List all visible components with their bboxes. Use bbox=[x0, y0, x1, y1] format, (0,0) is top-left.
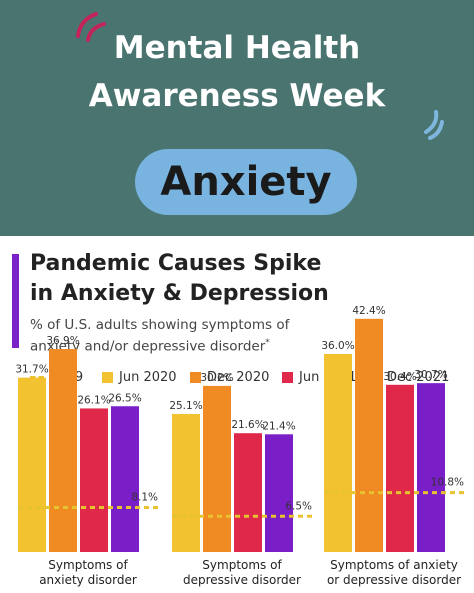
value-label-jun-2020-group-2: 25.1% bbox=[169, 400, 202, 412]
category-label-group-2-line-2: depressive disorder bbox=[183, 573, 301, 587]
bar-dec-2021-group-2 bbox=[265, 434, 293, 552]
bar-jun-2020-group-1 bbox=[18, 377, 46, 552]
header-banner: Mental Health Awareness Week Anxiety bbox=[0, 0, 474, 236]
value-label-jun-2020-group-3: 36.0% bbox=[321, 340, 354, 352]
title-accent-bar bbox=[12, 254, 19, 348]
legend-label-dec-2020: Dec 2020 bbox=[207, 369, 270, 385]
swoosh-marks-icon bbox=[424, 110, 444, 140]
value-label-dec-2021-group-2: 21.4% bbox=[262, 420, 295, 432]
category-label-group-1-line-2: anxiety disorder bbox=[39, 573, 137, 587]
value-label-jun-2021-group-1: 26.1% bbox=[77, 394, 110, 406]
value-label-dec-2020-group-2: 30.2% bbox=[200, 372, 233, 384]
baseline-label-group-1: 8.1% bbox=[131, 491, 158, 503]
value-label-jun-2021-group-2: 21.6% bbox=[231, 419, 264, 431]
legend-dash-2019 bbox=[30, 375, 44, 379]
chart-subtitle-line2: anxiety and/or depressive disorder* bbox=[30, 334, 270, 356]
category-label-group-3-line-1: Symptoms of anxiety bbox=[330, 558, 458, 572]
chart-title-line2: in Anxiety & Depression bbox=[30, 281, 329, 306]
legend-item-dec-2020: Dec 2020 bbox=[190, 367, 269, 387]
bar-jun-2020-group-2 bbox=[172, 413, 200, 552]
footnote-marker: * bbox=[265, 338, 270, 348]
value-label-jun-2021-group-3: 30.4% bbox=[383, 371, 416, 383]
bar-jun-2021-group-3 bbox=[386, 384, 414, 552]
legend-label-jun-2020: Jun 2020 bbox=[119, 369, 177, 385]
category-label-group-2-line-1: Symptoms of bbox=[202, 558, 282, 572]
bar-dec-2021-group-3 bbox=[417, 383, 445, 552]
curve-marks-icon bbox=[76, 12, 106, 42]
bar-jun-2021-group-2 bbox=[234, 433, 262, 552]
bar-dec-2020-group-3 bbox=[355, 318, 383, 552]
bar-dec-2021-group-1 bbox=[111, 406, 139, 552]
bar-chart: 31.7%36.9%26.1%26.5%8.1%Symptoms ofanxie… bbox=[15, 305, 464, 587]
value-label-jun-2020-group-1: 31.7% bbox=[15, 364, 48, 376]
bar-dec-2020-group-2 bbox=[203, 385, 231, 552]
value-label-dec-2020-group-1: 36.9% bbox=[46, 335, 79, 347]
baseline-label-group-3: 10.8% bbox=[431, 477, 464, 489]
category-label-group-3-line-2: or depressive disorder bbox=[327, 573, 461, 587]
legend-item-jun-2020: Jun 2020 bbox=[102, 367, 177, 387]
chart-title-line1: Pandemic Causes Spike bbox=[30, 251, 322, 276]
banner-title-line1: Mental Health bbox=[113, 30, 361, 66]
baseline-label-group-2: 6.5% bbox=[285, 500, 312, 512]
topic-label: Anxiety bbox=[160, 159, 332, 205]
bar-dec-2020-group-1 bbox=[49, 349, 77, 552]
chart-subtitle-line1: % of U.S. adults showing symptoms of bbox=[30, 317, 290, 333]
value-label-dec-2021-group-1: 26.5% bbox=[108, 392, 141, 404]
bar-jun-2020-group-3 bbox=[324, 354, 352, 552]
legend-swatch-dec-2020 bbox=[190, 371, 201, 383]
value-label-dec-2020-group-3: 42.4% bbox=[352, 305, 385, 317]
legend-swatch-jun-2021 bbox=[282, 371, 293, 383]
bar-jun-2021-group-1 bbox=[80, 408, 108, 552]
category-label-group-1-line-1: Symptoms of bbox=[48, 558, 128, 572]
chart-section: Pandemic Causes Spike in Anxiety & Depre… bbox=[0, 236, 474, 593]
banner-title-line2: Awareness Week bbox=[88, 78, 386, 114]
legend-swatch-jun-2020 bbox=[102, 371, 113, 383]
legend-label-dec-2021: Dec 2021 bbox=[387, 369, 450, 385]
topic-pill: Anxiety bbox=[135, 149, 357, 215]
chart-subtitle-text: anxiety and/or depressive disorder bbox=[30, 338, 266, 355]
value-label-dec-2021-group-3: 30.7% bbox=[414, 369, 447, 381]
